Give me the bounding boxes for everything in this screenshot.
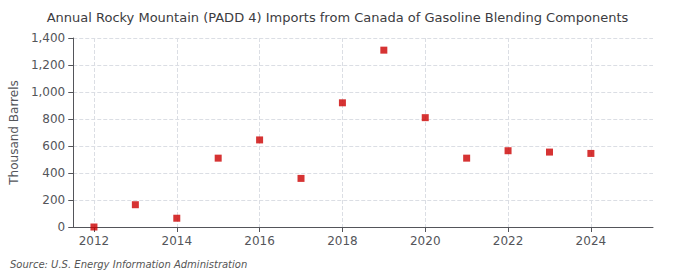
svg-text:2012: 2012 [79, 234, 110, 248]
svg-text:1,200: 1,200 [31, 58, 65, 72]
svg-text:Thousand Barrels: Thousand Barrels [7, 80, 21, 185]
svg-text:400: 400 [42, 166, 65, 180]
svg-text:1,400: 1,400 [31, 31, 65, 45]
svg-text:Source: U.S. Energy Informatio: Source: U.S. Energy Information Administ… [10, 259, 247, 270]
svg-text:600: 600 [42, 139, 65, 153]
svg-text:2018: 2018 [327, 234, 358, 248]
svg-text:1,000: 1,000 [31, 85, 65, 99]
svg-text:0: 0 [58, 220, 66, 234]
svg-text:Annual Rocky Mountain (PADD 4): Annual Rocky Mountain (PADD 4) Imports f… [47, 10, 629, 25]
svg-text:2024: 2024 [576, 234, 607, 248]
svg-text:800: 800 [42, 112, 65, 126]
svg-text:2020: 2020 [410, 234, 441, 248]
svg-text:2016: 2016 [244, 234, 275, 248]
svg-text:2014: 2014 [162, 234, 193, 248]
svg-text:200: 200 [42, 193, 65, 207]
svg-text:2022: 2022 [493, 234, 524, 248]
